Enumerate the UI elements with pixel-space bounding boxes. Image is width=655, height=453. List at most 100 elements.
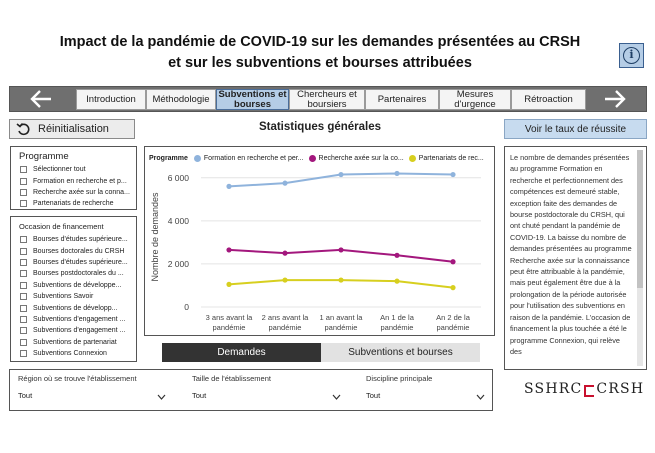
success-rate-button[interactable]: Voir le taux de réussite: [504, 119, 647, 139]
nav-bar: Introduction Méthodologie Subventions et…: [9, 86, 647, 112]
back-button[interactable]: [10, 87, 72, 111]
tab-label-line2: bourses: [234, 98, 271, 110]
data-point: [450, 259, 456, 265]
checkbox-item[interactable]: Formation en recherche et p...: [11, 175, 136, 186]
scrollbar-thumb[interactable]: [637, 150, 643, 288]
checkbox[interactable]: [20, 166, 27, 174]
scrollbar[interactable]: [637, 150, 643, 366]
checkbox[interactable]: [20, 293, 27, 301]
y-axis-title: Nombre de demandes: [150, 192, 160, 282]
checkbox-item[interactable]: Bourses postdoctorales du ...: [11, 268, 136, 279]
chevron-down-icon: [332, 394, 341, 400]
discipline-filter[interactable]: Discipline principale Tout: [366, 374, 486, 400]
checkbox-item[interactable]: Subventions d'engagement ...: [11, 314, 136, 325]
data-point: [226, 183, 232, 189]
checkbox-label: Subventions de développ...: [33, 304, 118, 312]
title-line-1: Impact de la pandémie de COVID-19 sur le…: [59, 34, 581, 50]
checkbox[interactable]: [20, 281, 27, 289]
checkbox-label: Sélectionner tout: [33, 166, 86, 174]
legend-label: Partenariats de rec...: [418, 155, 484, 162]
legend-swatch: [308, 155, 316, 162]
filter-label: Discipline principale: [366, 374, 433, 383]
x-tick-label: pandémie: [213, 323, 246, 332]
data-point: [226, 281, 232, 287]
tab-label: Mesures: [456, 88, 494, 100]
checkbox[interactable]: [20, 327, 27, 335]
tab-retroaction[interactable]: Rétroaction: [511, 89, 586, 110]
legend-swatch: [408, 155, 416, 162]
checkbox-item[interactable]: Subventions Savoir: [11, 291, 136, 302]
checkbox[interactable]: [20, 315, 27, 323]
checkbox-item[interactable]: Sélectionner tout: [11, 164, 136, 175]
filters-bar: Région où se trouve l'établissement Tout…: [9, 369, 493, 411]
tab-subventions-bourses[interactable]: Subventions et bourses: [216, 89, 289, 110]
data-point: [450, 285, 456, 291]
arrow-left-icon: [30, 90, 51, 108]
toggle-subventions[interactable]: Subventions et bourses: [321, 343, 480, 362]
checkbox-item[interactable]: Partenariats de recherche: [11, 198, 136, 209]
checkbox-item[interactable]: Subventions d'engagement ...: [11, 325, 136, 336]
checkbox[interactable]: [20, 177, 27, 185]
checkbox-item[interactable]: Subventions de développ...: [11, 302, 136, 313]
tab-introduction[interactable]: Introduction: [76, 89, 146, 110]
chart-legend: Programme Formation en recherche et per.…: [149, 155, 489, 162]
x-tick-label: pandémie: [269, 323, 302, 332]
checkbox[interactable]: [20, 338, 27, 346]
legend-label: Formation en recherche et per...: [203, 155, 304, 162]
data-point: [282, 277, 288, 283]
checkbox[interactable]: [20, 188, 27, 196]
checkbox[interactable]: [20, 304, 27, 312]
tab-label: Partenaires: [377, 93, 427, 105]
legend-item[interactable]: Partenariats de rec...: [408, 155, 484, 162]
filter-label: Taille de l'établissement: [192, 374, 271, 383]
checkbox-label: Subventions d'engagement ...: [33, 327, 126, 335]
checkbox[interactable]: [20, 350, 27, 358]
undo-icon: [16, 122, 30, 136]
funding-filter-title: Occasion de financement: [19, 222, 104, 231]
checkbox-item[interactable]: Subventions de développe...: [11, 280, 136, 291]
checkbox[interactable]: [20, 236, 27, 244]
reset-button[interactable]: Réinitialisation: [9, 119, 135, 139]
legend-item[interactable]: Recherche axée sur la co...: [308, 155, 404, 162]
line-chart: Nombre de demandes 0 2 000 4 000 6 000 3 ans …: [150, 170, 481, 332]
checkbox[interactable]: [20, 247, 27, 255]
chevron-down-icon: [157, 394, 166, 400]
checkbox-item[interactable]: Subventions Connexion: [11, 348, 136, 359]
data-point: [338, 277, 344, 283]
program-filter-title: Programme: [19, 151, 69, 162]
tab-partenaires[interactable]: Partenaires: [365, 89, 439, 110]
checkbox-label: Subventions Connexion: [33, 350, 107, 358]
tab-label: Rétroaction: [524, 93, 573, 105]
x-tick-label: An 1 de la: [380, 313, 415, 322]
funding-filter-panel: Occasion de financement Bourses d'études…: [10, 216, 137, 362]
toggle-demandes[interactable]: Demandes: [162, 343, 321, 362]
checkbox-label: Partenariats de recherche: [33, 200, 114, 208]
checkbox-item[interactable]: Bourses d'études supérieure...: [11, 234, 136, 245]
tab-label: Subventions et: [218, 88, 287, 100]
x-tick-label: 2 ans avant la: [262, 313, 310, 322]
tab-methodologie[interactable]: Méthodologie: [146, 89, 216, 110]
info-button[interactable]: i: [619, 43, 644, 68]
size-filter[interactable]: Taille de l'établissement Tout: [192, 374, 342, 400]
data-point: [338, 171, 344, 178]
checkbox[interactable]: [20, 200, 27, 208]
filter-value: Tout: [18, 391, 33, 400]
y-tick-label: 0: [184, 302, 189, 312]
checkbox-item[interactable]: Subventions de partenariat: [11, 337, 136, 348]
checkbox-item[interactable]: Bourses doctorales du CRSH: [11, 245, 136, 256]
legend-label: Recherche axée sur la co...: [318, 155, 404, 162]
checkbox[interactable]: [20, 270, 27, 278]
tab-mesures-urgence[interactable]: Mesures d'urgence: [439, 89, 511, 110]
checkbox-item[interactable]: Recherche axée sur la conna...: [11, 187, 136, 198]
region-filter[interactable]: Région où se trouve l'établissement Tout: [18, 374, 168, 400]
title-line-2: et sur les subventions et bourses attrib…: [168, 55, 472, 71]
checkbox[interactable]: [20, 258, 27, 266]
tab-chercheurs-boursiers[interactable]: Chercheurs et boursiers: [289, 89, 365, 110]
forward-button[interactable]: [584, 87, 646, 111]
legend-item[interactable]: Formation en recherche et per...: [193, 155, 304, 162]
checkbox-item[interactable]: Bourses d'études supérieure...: [11, 257, 136, 268]
x-tick-label: 3 ans avant la: [206, 313, 254, 322]
checkbox-label: Formation en recherche et p...: [33, 177, 127, 185]
reset-label: Réinitialisation: [38, 123, 109, 135]
checkbox-label: Bourses postdoctorales du ...: [33, 270, 124, 278]
